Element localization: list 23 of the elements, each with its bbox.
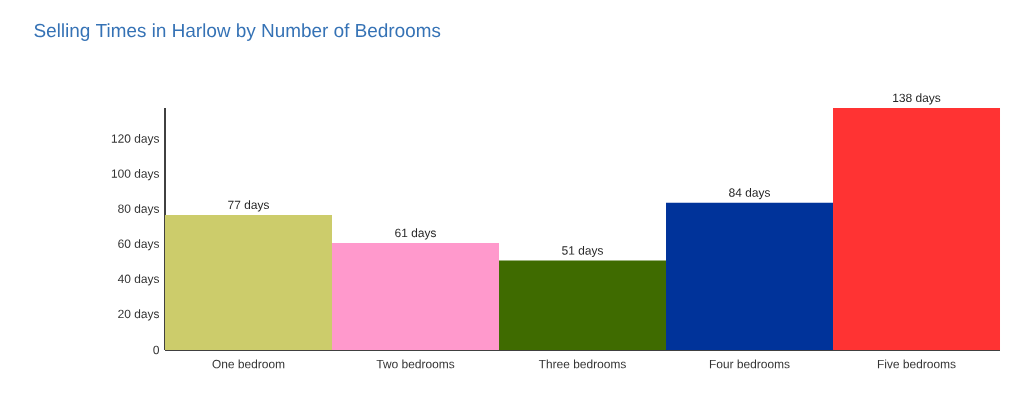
- bar: [833, 108, 1001, 350]
- data-label: 138 days: [893, 93, 941, 105]
- bar: [666, 202, 834, 350]
- y-tick-label: 20 days: [118, 309, 160, 321]
- bar: [499, 260, 667, 350]
- data-label: 51 days: [562, 245, 603, 258]
- y-tick-label: 80 days: [118, 204, 160, 216]
- data-label: 61 days: [395, 228, 436, 240]
- data-label: 77 days: [228, 200, 269, 212]
- chart-title: Selling Times in Harlow by Number of Bedrooms: [34, 23, 441, 41]
- y-tick-label: 40 days: [117, 274, 160, 286]
- y-tick-label: 120 days: [111, 134, 160, 146]
- bar: [332, 243, 500, 350]
- x-tick-label: Three bedrooms: [538, 359, 626, 369]
- x-tick-label: One bedroom: [212, 359, 285, 369]
- y-tick-label: 0: [153, 345, 160, 355]
- x-tick-label: Five bedrooms: [877, 359, 956, 369]
- bar: [165, 214, 333, 350]
- data-label: 84 days: [729, 188, 770, 200]
- y-tick-label: 100 days: [111, 169, 160, 181]
- x-tick-label: Two bedrooms: [376, 359, 455, 369]
- x-tick-label: Four bedrooms: [709, 359, 790, 369]
- y-tick-label: 60 days: [118, 239, 160, 251]
